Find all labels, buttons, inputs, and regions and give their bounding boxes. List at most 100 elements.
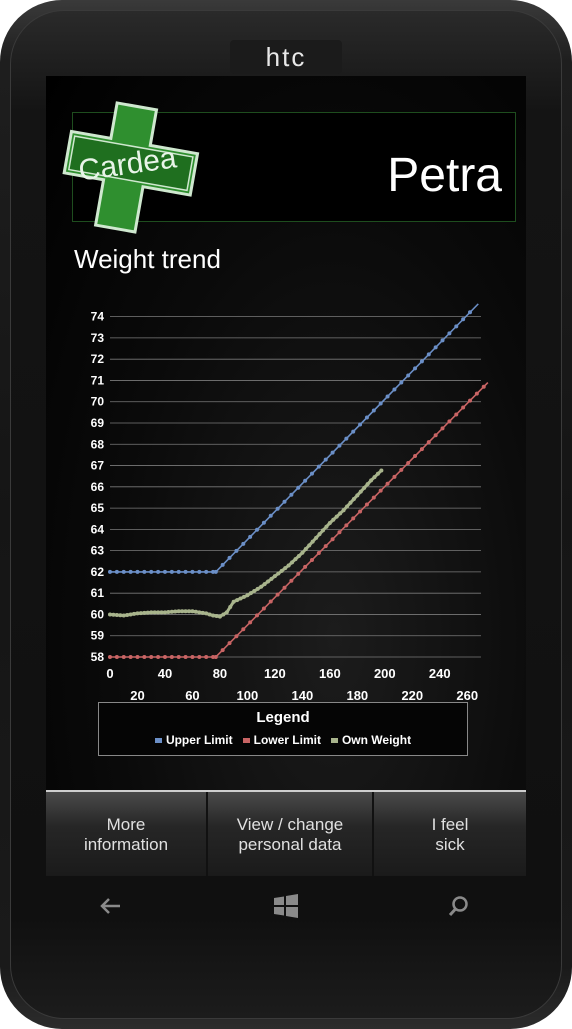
- x-tick-label: 60: [185, 688, 199, 703]
- y-tick-label: 61: [91, 586, 105, 600]
- x-tick-label: 180: [346, 688, 368, 703]
- x-tick-label: 20: [130, 688, 144, 703]
- data-point: [176, 609, 181, 614]
- back-icon[interactable]: [98, 893, 124, 925]
- y-tick-label: 59: [91, 629, 105, 643]
- x-tick-label: 220: [401, 688, 423, 703]
- data-point: [296, 485, 301, 490]
- data-point: [293, 557, 298, 562]
- data-point: [440, 426, 445, 431]
- data-point: [282, 499, 287, 504]
- data-point: [241, 594, 246, 599]
- data-point: [351, 516, 356, 521]
- data-point: [296, 553, 301, 558]
- data-point: [114, 569, 119, 574]
- data-point: [252, 589, 257, 594]
- data-point: [275, 592, 280, 597]
- x-tick-label: 200: [374, 666, 396, 681]
- search-icon[interactable]: [446, 893, 472, 925]
- data-point: [447, 331, 452, 336]
- data-point: [331, 517, 336, 522]
- data-point: [220, 562, 225, 567]
- data-point: [344, 436, 349, 441]
- data-point: [169, 609, 174, 614]
- more-information-line1: More: [106, 815, 146, 834]
- data-point: [255, 527, 260, 532]
- data-point: [169, 655, 174, 659]
- legend-label-lower: Lower Limit: [253, 733, 321, 747]
- y-tick-label: 74: [91, 310, 105, 324]
- y-tick-label: 72: [91, 352, 105, 366]
- i-feel-sick-button[interactable]: I feel sick: [372, 792, 526, 876]
- data-point: [358, 422, 363, 427]
- data-point: [461, 405, 466, 410]
- y-tick-label: 65: [91, 501, 105, 515]
- data-point: [224, 610, 229, 615]
- data-point: [152, 610, 157, 615]
- x-tick-label: 100: [237, 688, 259, 703]
- y-tick-label: 63: [91, 544, 105, 558]
- data-point: [125, 612, 130, 617]
- data-point: [204, 569, 209, 574]
- data-point: [289, 492, 294, 497]
- data-point: [316, 464, 321, 469]
- data-point: [364, 415, 369, 420]
- data-point: [162, 655, 167, 659]
- x-tick-label: 240: [429, 666, 451, 681]
- data-point: [447, 419, 452, 424]
- more-information-button[interactable]: More information: [46, 792, 206, 876]
- data-point: [190, 655, 195, 659]
- y-tick-label: 70: [91, 395, 105, 409]
- windows-icon[interactable]: [272, 893, 300, 925]
- data-point: [220, 648, 225, 653]
- data-point: [207, 612, 212, 617]
- data-point: [190, 569, 195, 574]
- data-point: [213, 569, 218, 574]
- x-tick-label: 0: [106, 666, 113, 681]
- legend-swatch-upper: [154, 737, 162, 743]
- data-point: [413, 366, 418, 371]
- data-point: [474, 391, 479, 396]
- data-point: [211, 655, 216, 659]
- data-point: [269, 576, 274, 581]
- data-point: [118, 613, 123, 618]
- data-point: [231, 599, 236, 604]
- data-point: [286, 563, 291, 568]
- data-point: [162, 569, 167, 574]
- personal-data-line1: View / change: [236, 815, 344, 834]
- brand-logo: htc: [230, 40, 342, 74]
- data-point: [145, 610, 150, 615]
- data-point: [262, 582, 267, 587]
- data-point: [156, 610, 161, 615]
- legend-swatch-own: [330, 737, 338, 743]
- x-tick-label: 260: [456, 688, 478, 703]
- data-point: [372, 475, 377, 480]
- data-point: [142, 610, 147, 615]
- data-point: [468, 310, 473, 315]
- data-point: [378, 488, 383, 493]
- data-point: [351, 429, 356, 434]
- data-point: [156, 655, 161, 659]
- x-tick-label: 80: [213, 666, 227, 681]
- data-point: [481, 384, 486, 389]
- data-point: [351, 497, 356, 502]
- data-point: [183, 569, 188, 574]
- data-point: [121, 655, 126, 659]
- data-point: [238, 596, 243, 601]
- data-point: [399, 380, 404, 385]
- view-change-personal-data-button[interactable]: View / change personal data: [206, 792, 372, 876]
- data-point: [338, 511, 343, 516]
- data-point: [364, 502, 369, 507]
- data-point: [111, 612, 116, 617]
- data-point: [330, 450, 335, 455]
- data-point: [296, 571, 301, 576]
- data-point: [128, 569, 133, 574]
- data-point: [241, 627, 246, 632]
- data-point: [317, 532, 322, 537]
- data-point: [309, 557, 314, 562]
- data-point: [371, 408, 376, 413]
- data-point: [176, 655, 181, 659]
- legend-item-upper-limit: Upper Limit: [154, 733, 233, 747]
- weight-trend-chart: 58 59 60 61 62 63 64 65 66 67 68 69 70 71 72 73 74 0 40 80 1…: [91, 303, 489, 703]
- more-information-line2: information: [83, 835, 169, 854]
